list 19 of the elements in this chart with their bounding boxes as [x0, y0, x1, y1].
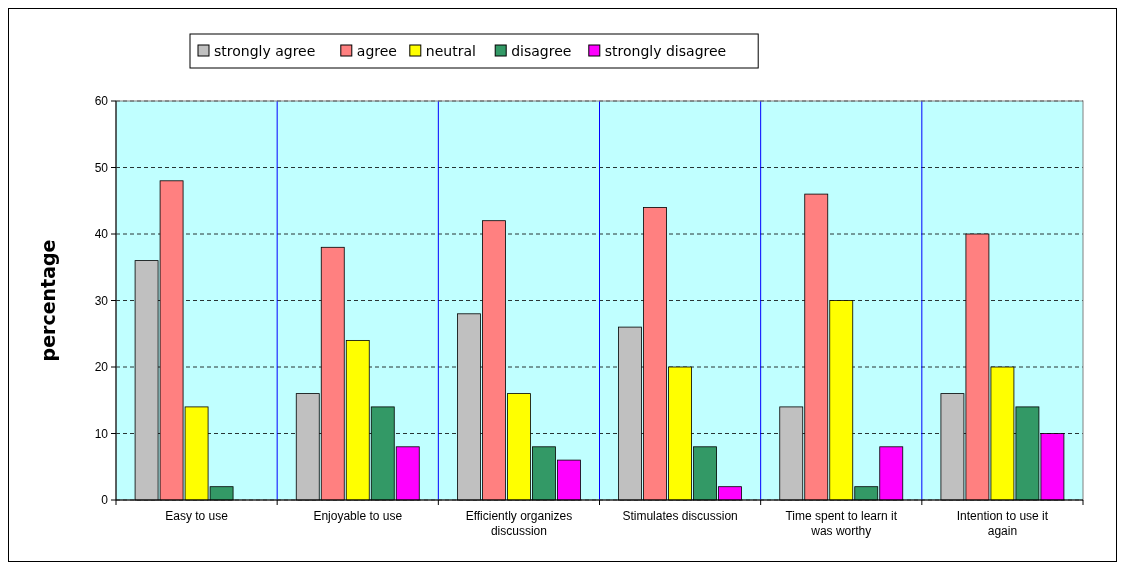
x-tick-label: Enjoyable to use: [313, 509, 403, 523]
legend-label: strongly disagree: [604, 42, 727, 59]
legend-label: agree: [356, 42, 397, 59]
y-axis-title: percentage: [37, 239, 59, 362]
y-tick-label: 40: [94, 227, 109, 242]
x-tick-label: Time spent to learn it was worthy: [785, 509, 898, 538]
legend-label: strongly agree: [214, 42, 316, 59]
y-tick-label: 10: [94, 426, 109, 441]
x-tick-label: Efficiently organizes discussion: [465, 509, 573, 538]
y-tick-label: 60: [94, 94, 109, 109]
y-tick-label: 20: [94, 360, 109, 375]
x-tick-label: Stimulates discussion: [622, 509, 738, 523]
y-tick-label: 50: [94, 160, 109, 175]
y-tick-label: 30: [94, 293, 109, 308]
x-tick-label: Easy to use: [165, 509, 229, 523]
legend-label: neutral: [425, 42, 476, 59]
legend-label: disagree: [511, 42, 572, 59]
y-tick-label: 0: [101, 493, 109, 508]
x-tick-label: Intention to use it again: [956, 509, 1049, 538]
